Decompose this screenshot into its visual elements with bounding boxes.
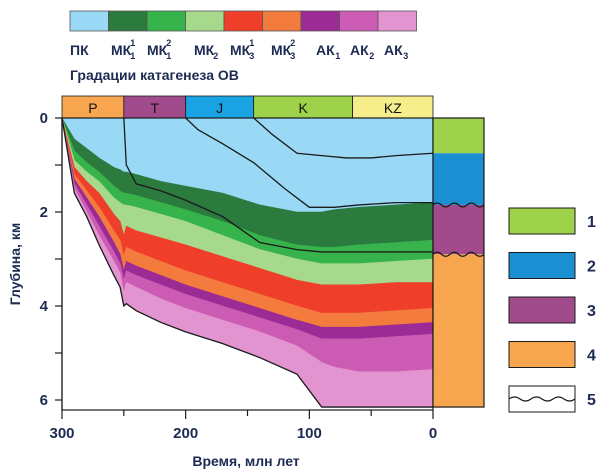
x-tick-label: 300 [49,425,74,442]
zone-label-sup: 2 [290,38,295,48]
wavy-line-icon [508,396,576,402]
legend-number: 4 [587,348,596,365]
column-layer [433,118,484,154]
zone-swatch [300,10,340,32]
legend-item: 1 [508,207,596,235]
period-label: J [216,100,223,116]
zone-label-sup: 1 [249,38,254,48]
zone-label-sub: 2 [369,51,374,61]
legend-number: 2 [587,259,596,276]
zone-swatch [377,10,417,32]
zone-label-sup: 1 [130,38,135,48]
zone-label: ПК [70,42,89,58]
plot-area [61,117,434,411]
column-layer [433,153,484,205]
legend: 1 2 3 4 5 [508,207,596,413]
zone-label-main: МК [194,42,215,58]
legend-number: 1 [587,214,596,231]
burial-line [62,118,433,408]
zones-legend [69,10,417,32]
legend-item: 3 [508,296,596,324]
zone-swatch [69,10,109,32]
y-tick-label: 6 [40,392,48,409]
zone-label: АК 2 [350,42,374,61]
y-axis: 0 2 4 6 [40,110,63,410]
legend-item: 2 [508,252,596,279]
zone-label: МК1 2 [147,38,171,61]
zones-title: Градации катагенеза ОВ [70,67,239,83]
zone-label-sub: 2 [213,51,218,61]
zone-label-sub: 3 [290,51,295,61]
legend-swatch [508,207,576,235]
legend-number: 5 [587,392,596,409]
legend-swatch [508,296,576,324]
column-frame [432,117,485,408]
zone-swatch [108,10,148,32]
zone-label-main: МК [111,42,132,58]
column-layer [433,204,484,255]
y-axis-label: Глубина, км [7,223,23,305]
zone-swatch [185,10,225,32]
zone-label: МК1 1 [111,38,135,61]
period-label: T [150,100,159,116]
period-label: P [88,100,97,116]
zone-swatch [339,10,379,32]
zone-swatch [223,10,263,32]
zone-label-sub: 1 [130,51,135,61]
period-label: K [298,100,308,116]
stratigraphic-column [432,117,485,408]
y-tick-label: 2 [40,204,48,221]
zone-label-main: МК [271,42,292,58]
zone-label-sub: 1 [166,51,171,61]
x-tick-label: 200 [173,425,198,442]
x-axis: 300 200 100 0 [49,410,437,442]
unconformity-line [432,251,485,257]
legend-number: 3 [587,303,596,320]
column-layer [433,254,484,408]
zone-label: АК 1 [316,42,340,61]
zone-label-sup: 2 [166,38,171,48]
legend-swatch [508,341,576,368]
legend-swatch [508,252,576,279]
zone-label: АК 3 [384,42,408,61]
x-tick-label: 0 [429,425,437,442]
zone-label: МК3 1 [230,38,254,61]
burial-line [123,118,433,253]
legend-item: 5 [508,385,596,413]
period-label: KZ [384,100,402,116]
zone-label-main: МК [230,42,251,58]
zone-label: МК2 [194,42,218,61]
legend-item: 4 [508,341,596,368]
x-axis-label: Время, млн лет [192,453,299,469]
zone-label-main: АК [384,42,403,58]
zone-label-main: ПК [70,42,89,58]
burial-line [185,118,433,208]
burial-line [253,118,433,159]
unconformity-line [432,202,485,208]
zone-swatch [262,10,302,32]
y-tick-label: 0 [40,110,48,127]
zone-label-main: АК [350,42,369,58]
period-bar: P T J K KZ [61,95,434,119]
y-tick-label: 4 [40,298,49,315]
zone-label-sub: 3 [403,51,408,61]
zone-swatch [146,10,186,32]
zone-label: МК3 2 [271,38,295,61]
zone-label-sub: 3 [249,51,254,61]
zone-label-main: АК [316,42,335,58]
zone-label-sub: 1 [335,51,340,61]
x-tick-label: 100 [297,425,322,442]
zone-label-main: МК [147,42,168,58]
